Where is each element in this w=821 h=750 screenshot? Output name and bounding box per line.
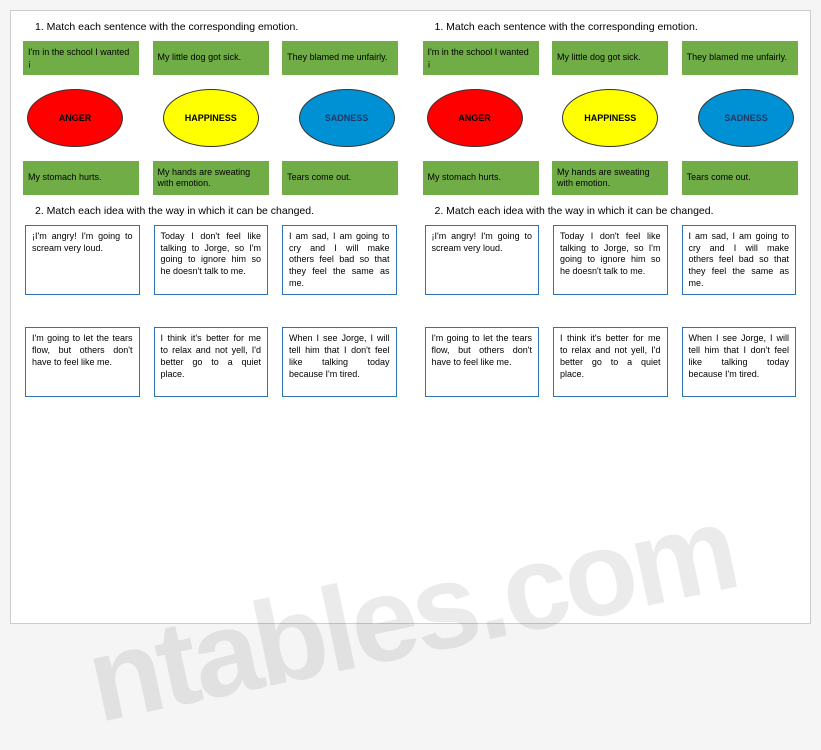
q1-bottom-row: My stomach hurts. My hands are sweating …	[17, 161, 405, 195]
sentence-box: They blamed me unfairly.	[282, 41, 398, 75]
emotion-happiness: HAPPINESS	[562, 89, 658, 147]
sentence-box: Tears come out.	[682, 161, 798, 195]
sentence-box: They blamed me unfairly.	[682, 41, 798, 75]
q2-bottom-row: I'm going to let the tears flow, but oth…	[417, 327, 805, 397]
q1-bottom-row: My stomach hurts. My hands are sweating …	[417, 161, 805, 195]
idea-box: When I see Jorge, I will tell him that I…	[282, 327, 397, 397]
idea-box: I'm going to let the tears flow, but oth…	[425, 327, 540, 397]
q1-heading: 1. Match each sentence with the correspo…	[35, 21, 405, 33]
emotions-row: ANGER HAPPINESS SADNESS	[17, 85, 405, 155]
q2-heading: 2. Match each idea with the way in which…	[435, 205, 805, 217]
sentence-box: My little dog got sick.	[552, 41, 668, 75]
sentence-box: My stomach hurts.	[423, 161, 539, 195]
worksheet-right: 1. Match each sentence with the correspo…	[411, 11, 811, 623]
emotion-anger: ANGER	[427, 89, 523, 147]
page-container: 1. Match each sentence with the correspo…	[10, 10, 811, 624]
idea-box: I am sad, I am going to cry and I will m…	[682, 225, 797, 295]
idea-box: When I see Jorge, I will tell him that I…	[682, 327, 797, 397]
idea-box: I think it's better for me to relax and …	[154, 327, 269, 397]
q1-top-row: I'm in the school I wanted ¡ My little d…	[417, 41, 805, 75]
q2-heading: 2. Match each idea with the way in which…	[35, 205, 405, 217]
sentence-box: I'm in the school I wanted ¡	[423, 41, 539, 75]
q1-heading: 1. Match each sentence with the correspo…	[435, 21, 805, 33]
worksheet-left: 1. Match each sentence with the correspo…	[11, 11, 411, 623]
sentence-box: My little dog got sick.	[153, 41, 269, 75]
q1-top-row: I'm in the school I wanted ¡ My little d…	[17, 41, 405, 75]
q2-bottom-row: I'm going to let the tears flow, but oth…	[17, 327, 405, 397]
sentence-box: I'm in the school I wanted ¡	[23, 41, 139, 75]
emotion-sadness: SADNESS	[698, 89, 794, 147]
sentence-box: Tears come out.	[282, 161, 398, 195]
idea-box: I'm going to let the tears flow, but oth…	[25, 327, 140, 397]
q2-top-row: ¡I'm angry! I'm going to scream very lou…	[17, 225, 405, 295]
sentence-box: My stomach hurts.	[23, 161, 139, 195]
emotion-anger: ANGER	[27, 89, 123, 147]
idea-box: ¡I'm angry! I'm going to scream very lou…	[25, 225, 140, 295]
sentence-box: My hands are sweating with emotion.	[552, 161, 668, 195]
idea-box: I am sad, I am going to cry and I will m…	[282, 225, 397, 295]
sentence-box: My hands are sweating with emotion.	[153, 161, 269, 195]
emotion-sadness: SADNESS	[299, 89, 395, 147]
emotion-happiness: HAPPINESS	[163, 89, 259, 147]
idea-box: Today I don't feel like talking to Jorge…	[553, 225, 668, 295]
q2-top-row: ¡I'm angry! I'm going to scream very lou…	[417, 225, 805, 295]
emotions-row: ANGER HAPPINESS SADNESS	[417, 85, 805, 155]
idea-box: Today I don't feel like talking to Jorge…	[154, 225, 269, 295]
idea-box: ¡I'm angry! I'm going to scream very lou…	[425, 225, 540, 295]
idea-box: I think it's better for me to relax and …	[553, 327, 668, 397]
